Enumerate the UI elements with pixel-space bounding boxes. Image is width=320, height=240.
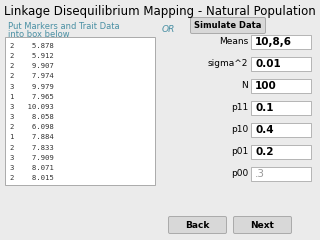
FancyBboxPatch shape [251,123,311,137]
Text: Put Markers and Trait Data: Put Markers and Trait Data [8,22,120,31]
Text: p11: p11 [231,103,248,113]
Text: 1    7.965: 1 7.965 [10,94,54,100]
Text: 100: 100 [255,81,277,91]
FancyBboxPatch shape [5,37,155,185]
Text: 3    8.071: 3 8.071 [10,165,54,171]
Text: p00: p00 [231,169,248,179]
Text: Back: Back [185,221,210,229]
Text: 2    6.098: 2 6.098 [10,124,54,130]
Text: into box below: into box below [8,30,70,39]
Text: 2    7.974: 2 7.974 [10,73,54,79]
Text: 3    8.058: 3 8.058 [10,114,54,120]
Text: 1    7.884: 1 7.884 [10,134,54,140]
Text: 2    9.907: 2 9.907 [10,63,54,69]
FancyBboxPatch shape [251,35,311,49]
FancyBboxPatch shape [251,57,311,71]
Text: p10: p10 [231,126,248,134]
Text: 0.2: 0.2 [255,147,274,157]
Text: Simulate Data: Simulate Data [194,21,262,30]
Text: 2    5.878: 2 5.878 [10,43,54,49]
FancyBboxPatch shape [169,216,227,234]
Text: 3   10.093: 3 10.093 [10,104,54,110]
FancyBboxPatch shape [251,145,311,159]
FancyBboxPatch shape [234,216,292,234]
Text: 0.1: 0.1 [255,103,274,113]
FancyBboxPatch shape [251,101,311,115]
Text: 2    7.833: 2 7.833 [10,144,54,150]
Text: 0.01: 0.01 [255,59,281,69]
Text: sigma^2: sigma^2 [208,60,248,68]
Text: 0.4: 0.4 [255,125,274,135]
Text: Means: Means [219,37,248,47]
FancyBboxPatch shape [251,79,311,93]
Text: 10,8,6: 10,8,6 [255,37,292,47]
Text: 2    5.912: 2 5.912 [10,53,54,59]
FancyBboxPatch shape [251,167,311,181]
Text: 3    9.979: 3 9.979 [10,84,54,90]
Text: p01: p01 [231,148,248,156]
Text: 2    8.015: 2 8.015 [10,175,54,181]
Text: 3    7.909: 3 7.909 [10,155,54,161]
Text: .3: .3 [255,169,265,179]
Text: OR: OR [161,25,175,34]
Text: Next: Next [251,221,275,229]
FancyBboxPatch shape [190,18,266,34]
Text: N: N [241,82,248,90]
Text: Linkage Disequilibrium Mapping - Natural Population: Linkage Disequilibrium Mapping - Natural… [4,5,316,18]
